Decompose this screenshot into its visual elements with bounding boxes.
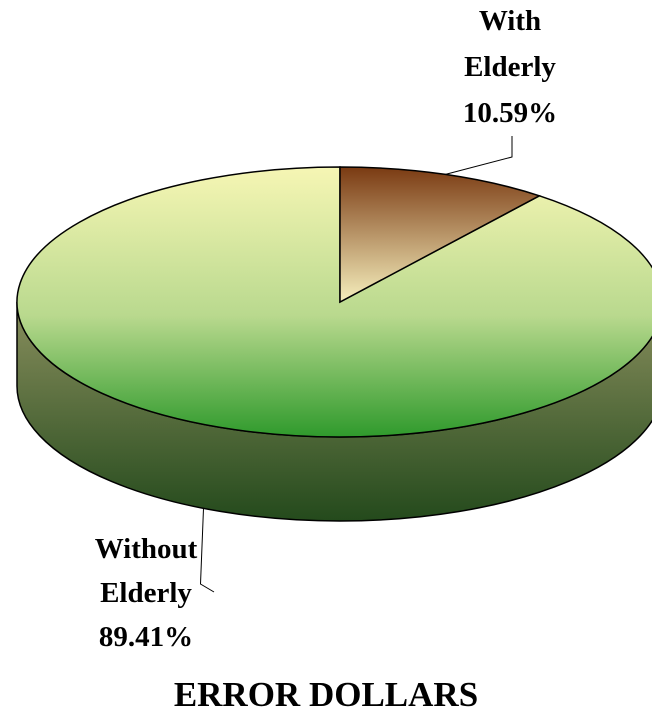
chart-title: ERROR DOLLARS [174,675,478,714]
label-with-elderly-value: 10.59% [463,97,557,129]
label-without-elderly-line2: Elderly [100,577,192,609]
pie-slice-without-elderly [16,166,652,438]
leader-line-without-elderly [199,508,215,593]
label-with-elderly-line1: With [479,5,541,37]
label-without-elderly-line1: Without [95,533,198,565]
pie-slice-with-elderly [339,166,542,304]
label-without-elderly-value: 89.41% [99,621,193,653]
leader-line-with-elderly [445,136,513,175]
label-with-elderly-line2: Elderly [464,51,556,83]
